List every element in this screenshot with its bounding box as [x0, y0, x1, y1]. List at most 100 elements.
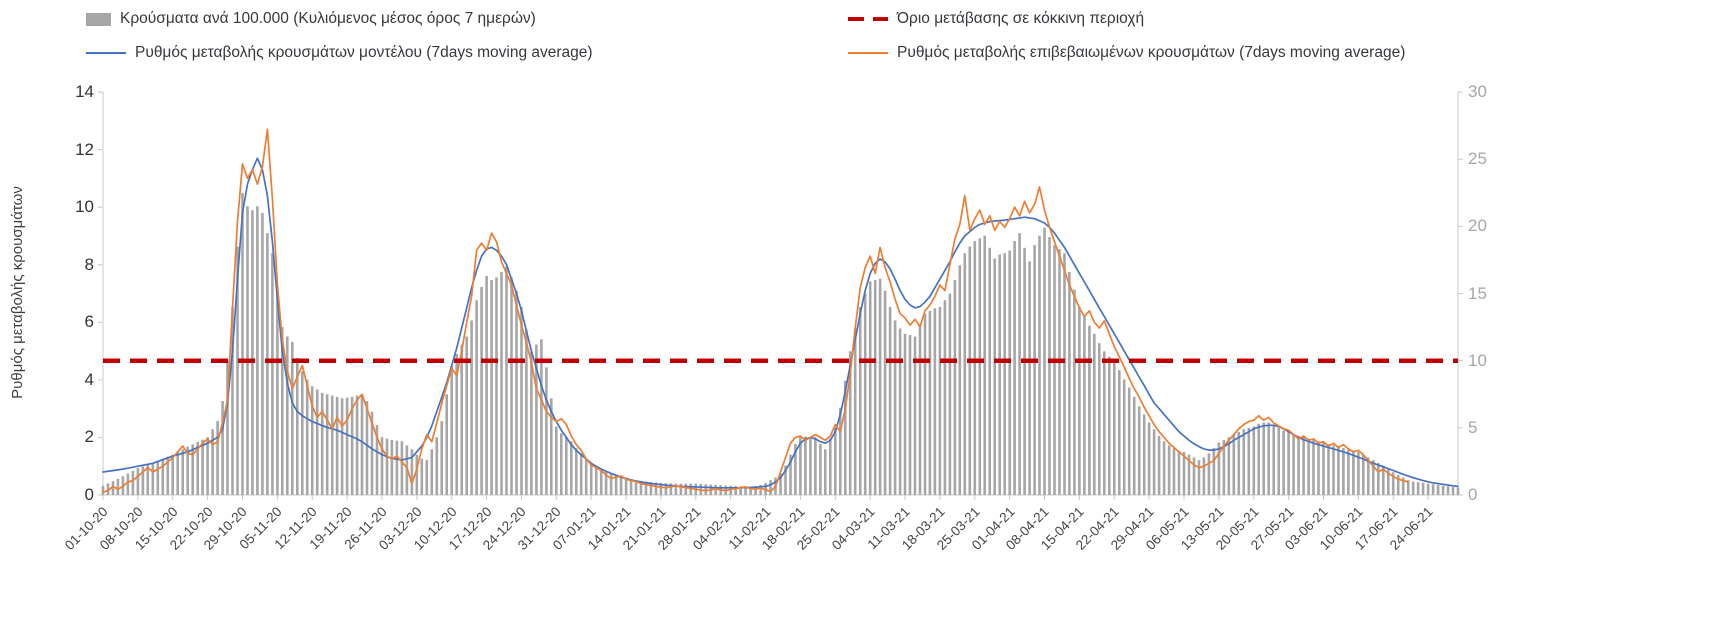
case-bar	[375, 425, 379, 495]
case-bar	[276, 286, 279, 495]
right-axis-tick-label: 20	[1468, 216, 1487, 236]
case-bar	[350, 396, 354, 495]
case-bar	[395, 440, 399, 495]
case-bar	[978, 238, 982, 495]
case-bar	[310, 386, 314, 495]
case-bar	[1322, 442, 1325, 495]
case-bar	[634, 480, 638, 495]
case-bar	[305, 379, 309, 495]
legend-item-cases-bars: Κρούσματα ανά 100.000 (Κυλιόμενος μέσος …	[86, 10, 536, 28]
case-bar	[1013, 241, 1016, 495]
case-bar	[236, 246, 239, 495]
case-bar	[1028, 261, 1031, 495]
case-bar	[664, 483, 668, 495]
case-bar	[814, 437, 817, 495]
case-bar	[1272, 425, 1275, 495]
case-bar	[161, 458, 165, 495]
case-bar	[1122, 379, 1126, 495]
case-bar	[166, 456, 170, 495]
case-bar	[779, 473, 782, 495]
case-bar	[729, 485, 732, 495]
case-bar	[1142, 414, 1146, 495]
case-bar	[1043, 227, 1046, 495]
case-bar	[216, 421, 219, 495]
case-bar	[1297, 435, 1300, 495]
case-bar	[136, 468, 140, 495]
case-bar	[659, 482, 663, 495]
case-bar	[450, 366, 453, 495]
case-bar	[1137, 406, 1141, 495]
right-axis-tick-label: 0	[1468, 485, 1478, 504]
case-bar	[839, 407, 842, 495]
case-bar	[784, 465, 787, 495]
case-bar	[938, 306, 942, 495]
case-bar	[988, 247, 991, 495]
case-bar	[131, 470, 135, 495]
case-bar	[794, 444, 797, 495]
case-bar	[789, 454, 792, 495]
case-bar	[201, 439, 204, 495]
case-bar	[579, 453, 583, 495]
case-bar	[1377, 462, 1380, 495]
case-bar	[734, 485, 737, 495]
case-bar	[943, 300, 947, 495]
case-bar	[1162, 441, 1166, 495]
model-line-icon	[86, 52, 126, 54]
case-bar	[769, 480, 772, 495]
case-bar	[1242, 429, 1246, 495]
case-bar	[251, 210, 254, 495]
case-bar	[186, 446, 189, 495]
case-bar	[1396, 474, 1400, 495]
case-bar	[1127, 387, 1131, 495]
case-bar	[460, 344, 463, 495]
case-bar	[829, 438, 832, 495]
case-bar	[704, 484, 708, 495]
case-bar	[181, 449, 184, 495]
case-bar	[1247, 427, 1251, 495]
case-bar	[1078, 306, 1081, 495]
case-bar	[809, 437, 812, 495]
case-bar	[415, 454, 419, 495]
case-bar	[141, 466, 145, 495]
case-bar	[998, 254, 1001, 495]
case-bar	[1406, 480, 1410, 495]
case-bar	[1307, 438, 1310, 495]
legend-item-model-rate: Ρυθμός μεταβολής κρουσμάτων μοντέλου (7d…	[86, 44, 593, 62]
left-axis-tick-label: 8	[84, 254, 94, 274]
case-bar	[505, 266, 508, 495]
case-bar	[525, 329, 528, 495]
case-bar	[1217, 442, 1221, 495]
case-bar	[400, 441, 404, 495]
case-bar	[844, 380, 847, 495]
case-bar	[325, 394, 329, 496]
case-bar	[365, 401, 369, 495]
case-bar	[475, 300, 478, 495]
case-bar	[759, 484, 762, 495]
case-bar	[345, 397, 349, 495]
case-bar	[853, 328, 857, 495]
case-bar	[171, 454, 174, 495]
case-bar	[604, 471, 608, 495]
case-bar	[873, 280, 877, 495]
case-bar	[1068, 272, 1071, 495]
case-bar	[435, 437, 439, 495]
case-bar	[106, 483, 110, 495]
right-axis-tick-label: 10	[1468, 350, 1487, 370]
case-bar	[1177, 450, 1181, 495]
case-bar	[1113, 360, 1116, 495]
case-bar	[281, 327, 284, 495]
case-bar	[749, 486, 752, 495]
confirmed-rate-line	[102, 128, 1410, 493]
case-bar	[1342, 448, 1345, 495]
case-bar	[445, 394, 448, 496]
case-bar	[1416, 482, 1420, 495]
case-bar	[1108, 356, 1111, 495]
case-bar	[1337, 446, 1340, 495]
case-bar	[530, 351, 533, 495]
case-bar	[903, 333, 907, 495]
case-bar	[535, 344, 538, 495]
case-bar	[1098, 343, 1101, 495]
case-bar	[928, 311, 932, 495]
case-bar	[1088, 325, 1091, 495]
case-bar	[1093, 333, 1096, 495]
